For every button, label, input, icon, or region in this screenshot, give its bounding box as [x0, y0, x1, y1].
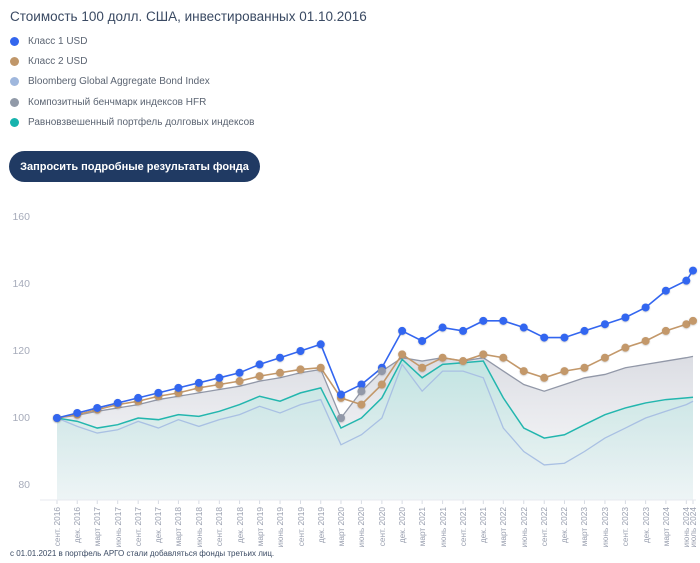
svg-text:100: 100 — [12, 412, 30, 424]
svg-text:80: 80 — [18, 479, 30, 491]
svg-text:160: 160 — [12, 211, 30, 223]
svg-text:120: 120 — [12, 345, 30, 357]
svg-text:140: 140 — [12, 278, 30, 290]
